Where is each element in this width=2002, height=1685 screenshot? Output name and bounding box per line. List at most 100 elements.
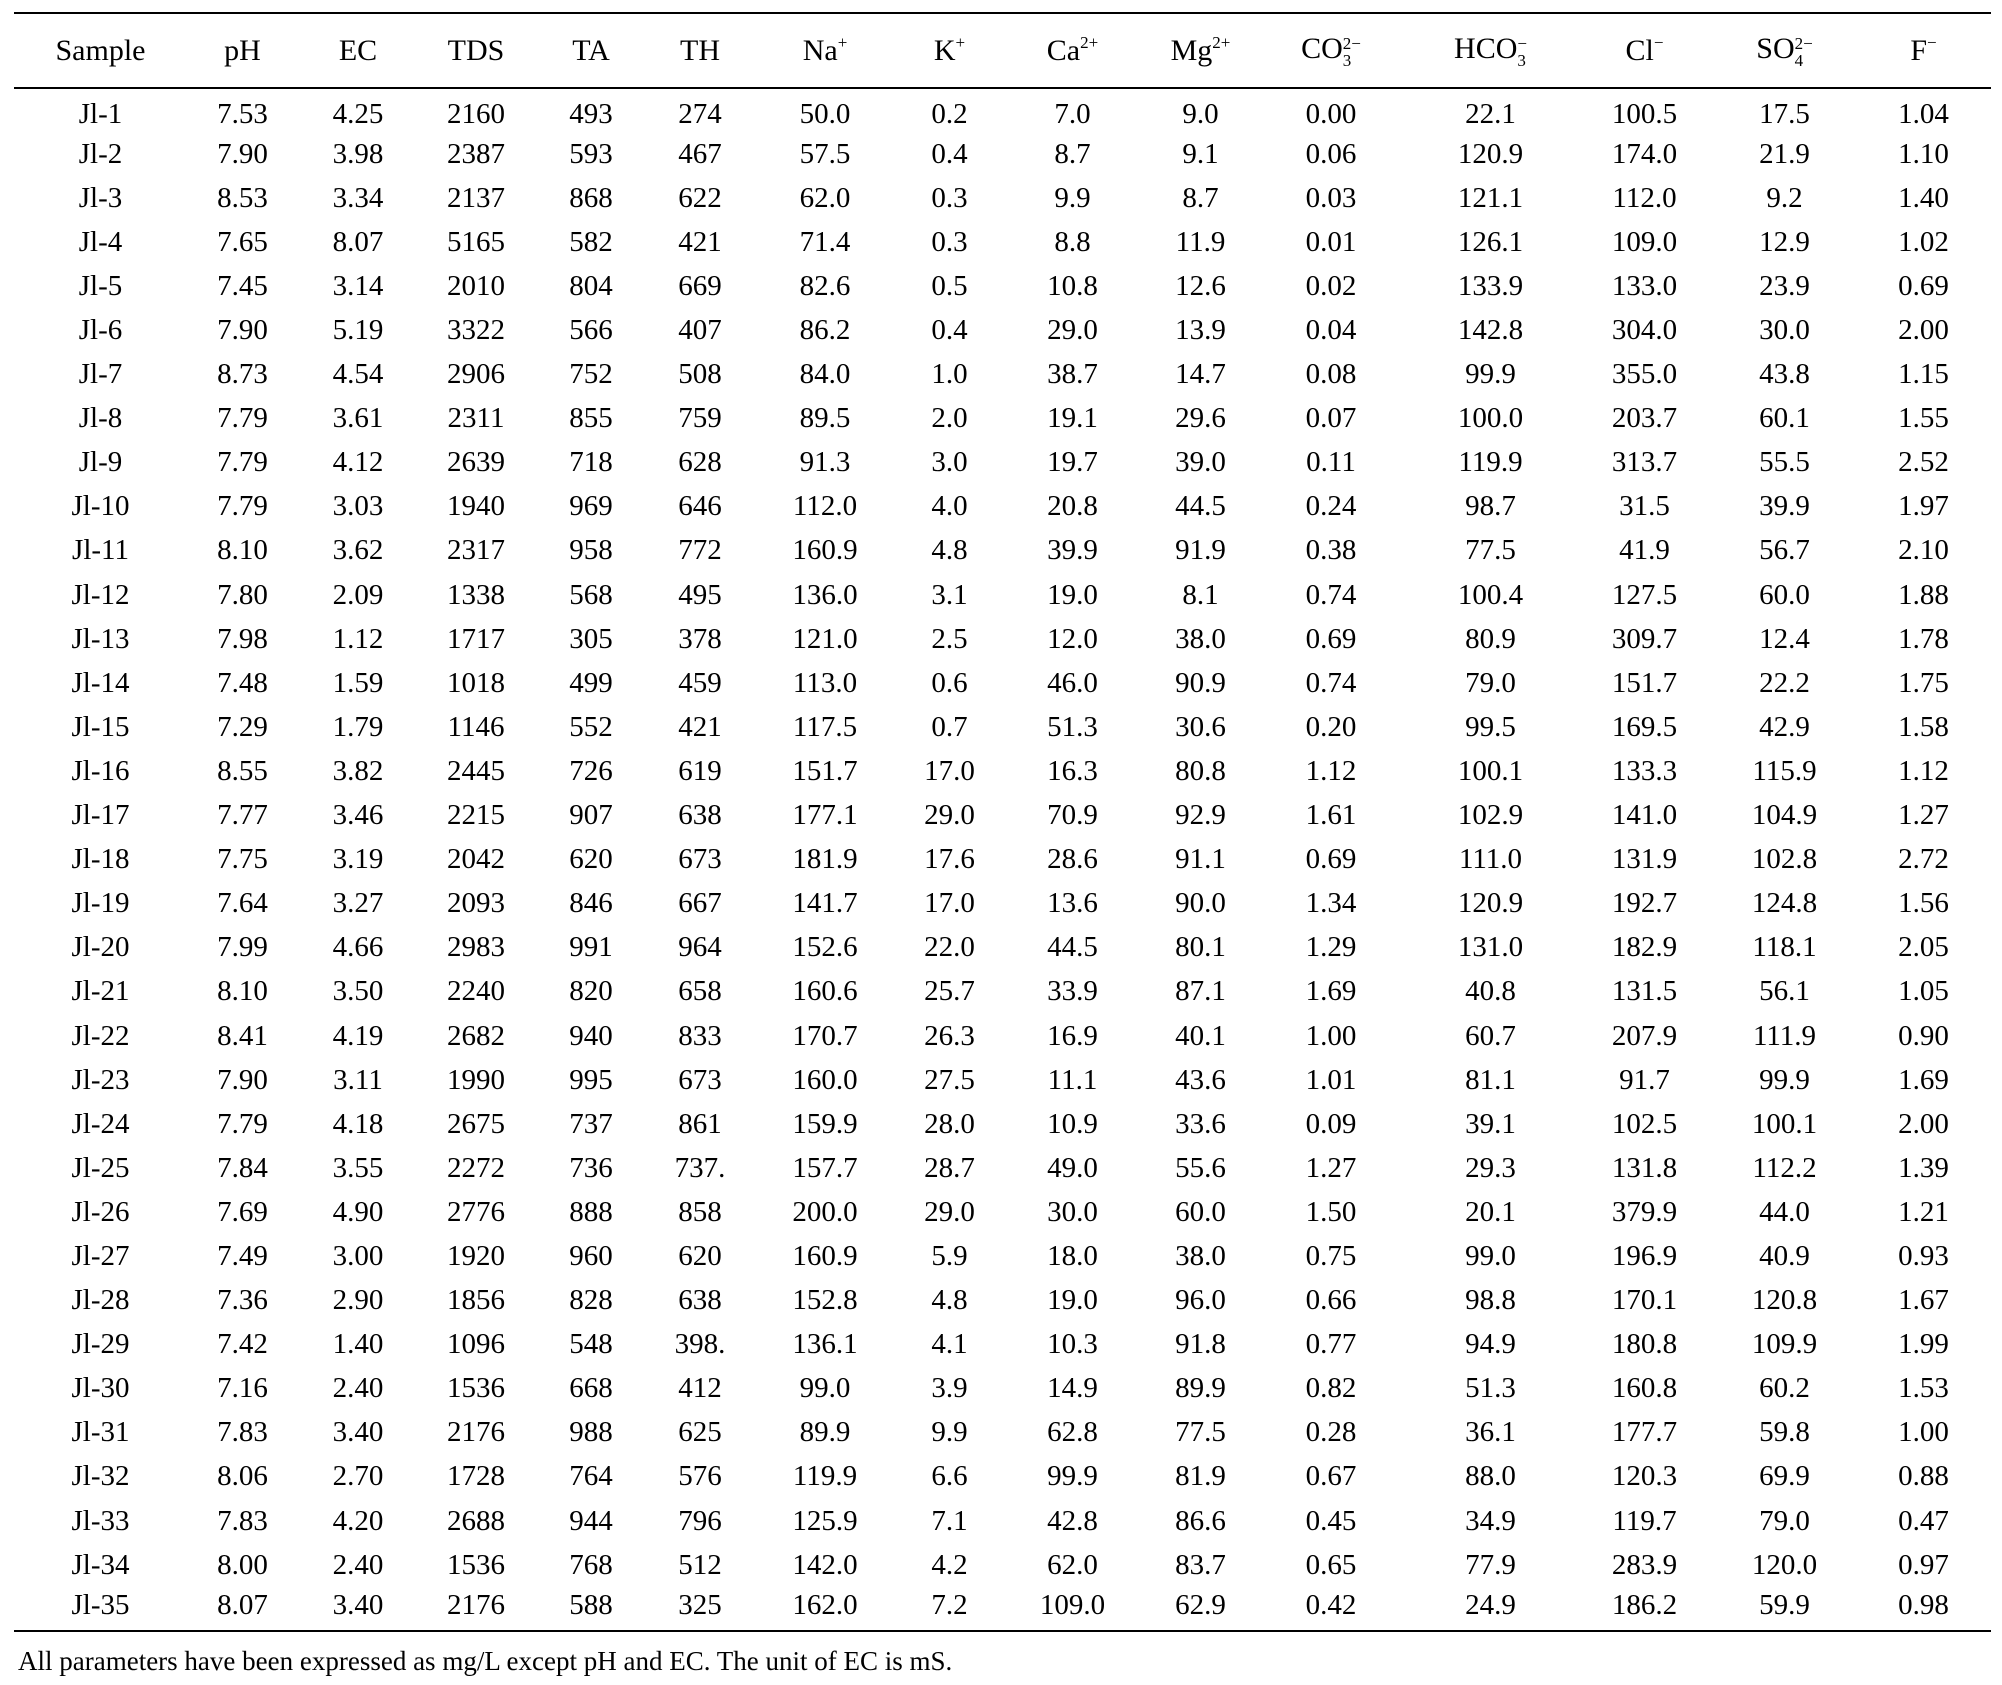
cell-ta: 593: [569, 137, 613, 170]
column-label-charge: 2+: [1080, 32, 1099, 52]
column-label-charge: 2+: [1212, 32, 1231, 52]
cell-ph: 7.48: [217, 666, 268, 699]
cell-so4: 42.9: [1759, 710, 1810, 743]
cell-k: 17.0: [924, 887, 975, 920]
column-label: Mg2+: [1171, 34, 1231, 68]
cell-ca: 10.3: [1047, 1328, 1098, 1361]
cell-ec: 3.03: [332, 490, 384, 523]
cell-tds: 2093: [447, 887, 505, 920]
cell-sample: Jl-1: [78, 98, 123, 131]
cell-ph: 7.84: [217, 1151, 268, 1184]
cell-ec: 2.70: [332, 1460, 384, 1493]
cell-co3: 1.12: [1305, 754, 1357, 787]
cell-cl: 355.0: [1611, 358, 1678, 391]
cell-sample: Jl-4: [78, 225, 123, 258]
column-label-base: HCO: [1454, 32, 1518, 66]
cell-ta: 855: [569, 402, 613, 435]
cell-ta: 846: [569, 887, 613, 920]
cell-sample: Jl-32: [71, 1460, 130, 1493]
cell-so4: 43.8: [1759, 358, 1810, 391]
cell-k: 4.2: [931, 1548, 968, 1581]
cell-sample: Jl-18: [71, 843, 130, 876]
cell-ta: 958: [569, 534, 613, 567]
cell-cl: 169.5: [1611, 710, 1678, 743]
cell-ca: 30.0: [1047, 1195, 1098, 1228]
cell-ca: 8.8: [1054, 225, 1091, 258]
cell-so4: 56.7: [1759, 534, 1810, 567]
cell-ta: 718: [569, 446, 613, 479]
cell-cl: 186.2: [1576, 1587, 1713, 1633]
cell-ph: 8.53: [217, 181, 268, 214]
cell-ca: 8.7: [1054, 137, 1091, 170]
cell-k: 0.4: [931, 137, 968, 170]
cell-hco3: 39.1: [1465, 1107, 1516, 1140]
cell-ta: 568: [569, 578, 613, 611]
cell-hco3: 40.8: [1465, 975, 1516, 1008]
cell-so4: 60.0: [1759, 578, 1810, 611]
column-label-subscript: 3: [1517, 50, 1526, 70]
cell-ph: 7.45: [217, 269, 268, 302]
cell-ph: 7.90: [217, 137, 268, 170]
cell-sample: Jl-16: [71, 754, 130, 787]
cell-so4: 120.0: [1751, 1548, 1818, 1581]
cell-co3: 0.69: [1305, 622, 1357, 655]
cell-tds: 2042: [447, 843, 505, 876]
cell-ec: 4.12: [332, 446, 384, 479]
column-label-charge: 2−: [1794, 33, 1813, 53]
cell-tds: 1536: [447, 1548, 505, 1581]
cell-ta: 305: [569, 622, 613, 655]
cell-cl: 141.0: [1611, 799, 1678, 832]
table-row: Jl-10 7.79 3.03 1940 969 646 112.0 4.0 20.8 44.5 0…: [14, 485, 1991, 529]
cell-cl: 91.7: [1619, 1063, 1670, 1096]
column-label-base: K: [933, 33, 956, 67]
cell-tds: 2272: [447, 1151, 505, 1184]
cell-co3: 0.42: [1257, 1587, 1405, 1633]
cell-ta: 752: [569, 358, 613, 391]
column-header-ta: TA: [534, 12, 648, 89]
cell-k: 0.3: [931, 181, 968, 214]
cell-mg: 92.9: [1175, 799, 1226, 832]
cell-hco3: 126.1: [1457, 225, 1524, 258]
cell-k: 25.7: [924, 975, 975, 1008]
cell-tds: 2445: [447, 754, 505, 787]
cell-ca: 20.8: [1047, 490, 1098, 523]
table-row: Jl-9 7.79 4.12 2639 718 628 91.3 3.0 19.7 39.0 0.1…: [14, 441, 1991, 485]
cell-tds: 1338: [447, 578, 505, 611]
cell-ca: 19.1: [1047, 402, 1098, 435]
cell-tds: 1728: [447, 1460, 505, 1493]
cell-ph: 8.73: [217, 358, 268, 391]
column-label-subscript: 4: [1794, 50, 1804, 70]
table-row: Jl-8 7.79 3.61 2311 855 759 89.5 2.0 19.1 29.6 0.0…: [14, 397, 1991, 441]
table-row: Jl-19 7.64 3.27 2093 846 667 141.7 17.0 13.6 90.0…: [14, 882, 1991, 926]
cell-sample: Jl-3: [78, 181, 123, 214]
cell-hco3: 100.4: [1457, 578, 1524, 611]
cell-hco3: 80.9: [1465, 622, 1516, 655]
cell-th: 772: [678, 534, 722, 567]
cell-mg: 96.0: [1175, 1284, 1226, 1317]
cell-cl: 207.9: [1611, 1019, 1678, 1052]
cell-mg: 44.5: [1175, 490, 1226, 523]
column-header-hco3: HCO −3: [1405, 12, 1576, 89]
column-label-base: Mg: [1170, 33, 1213, 67]
cell-cl: 131.5: [1611, 975, 1678, 1008]
column-header-k: K+: [898, 12, 1001, 89]
cell-sample: Jl-27: [71, 1239, 130, 1272]
table-row: Jl-5 7.45 3.14 2010 804 669 82.6 0.5 10.8 12.6 0.0…: [14, 264, 1991, 308]
column-label-charge: 2−: [1342, 33, 1361, 53]
cell-co3: 0.74: [1305, 666, 1357, 699]
cell-sample: Jl-33: [71, 1504, 130, 1537]
cell-co3: 0.77: [1305, 1328, 1357, 1361]
table-row: Jl-27 7.49 3.00 1920 960 620 160.9 5.9 18.0 38.0 0…: [14, 1234, 1991, 1278]
cell-f: 1.12: [1898, 754, 1949, 787]
cell-hco3: 99.9: [1465, 358, 1516, 391]
cell-ec: 3.40: [298, 1587, 418, 1633]
cell-ph: 7.75: [217, 843, 268, 876]
cell-so4: 104.9: [1751, 799, 1818, 832]
cell-tds: 2311: [447, 402, 505, 435]
column-label: Na+: [803, 34, 848, 68]
cell-th: 667: [678, 887, 722, 920]
cell-tds: 2176: [418, 1587, 534, 1633]
cell-sample: Jl-26: [71, 1195, 130, 1228]
cell-ta: 907: [569, 799, 613, 832]
cell-so4: 100.1: [1751, 1107, 1818, 1140]
